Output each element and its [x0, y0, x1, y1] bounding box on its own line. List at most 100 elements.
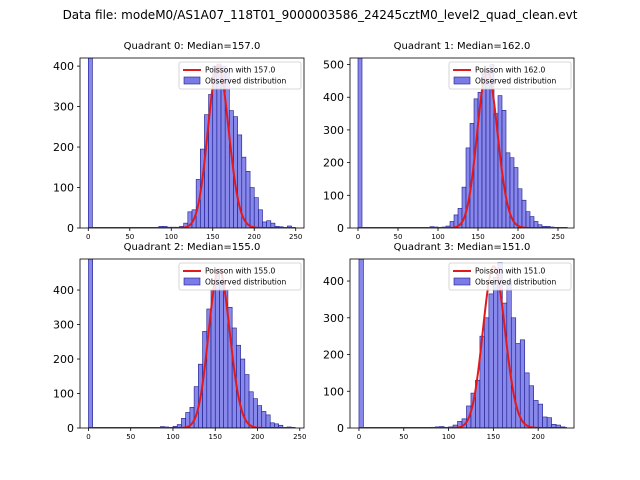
x-tick-label: 50	[399, 433, 408, 441]
x-tick-label: 50	[394, 233, 403, 241]
quadrant-1-marks	[357, 58, 568, 228]
histogram-bar	[529, 216, 535, 228]
x-tick-label: 0	[356, 233, 360, 241]
y-tick-label: 200	[53, 141, 74, 154]
poisson-curve	[88, 65, 296, 228]
y-tick-label: 100	[53, 182, 74, 195]
y-tick-label: 100	[53, 388, 74, 401]
histogram-bar	[493, 277, 499, 428]
x-tick-label: 150	[471, 233, 484, 241]
x-tick-label: 50	[125, 233, 134, 241]
histogram-bar	[266, 220, 272, 228]
histogram-bar	[253, 197, 259, 228]
legend-bar-swatch	[183, 277, 201, 286]
legend-bar-swatch	[453, 76, 471, 85]
histogram-bar	[224, 69, 230, 228]
x-tick-label: 250	[289, 233, 302, 241]
histogram-bar	[510, 317, 517, 428]
x-tick-label: 0	[357, 433, 361, 441]
y-tick-label: 100	[323, 189, 344, 202]
x-tick-label: 100	[166, 433, 179, 441]
x-tick-label: 0	[86, 233, 90, 241]
y-tick-label: 200	[323, 349, 344, 362]
x-tick-label: 200	[511, 233, 524, 241]
y-tick-label: 400	[323, 91, 344, 104]
x-tick-label: 100	[431, 233, 444, 241]
quadrant-1-plot: Quadrant 1: Median=162.0 0 50 100 150 200 250 0…	[323, 41, 575, 241]
y-tick-label: 300	[53, 101, 74, 114]
histogram-bar	[87, 58, 93, 228]
histogram-bar	[484, 317, 490, 428]
legend-box	[178, 262, 302, 291]
legend: Poisson with 162.0 Observed distribution	[448, 61, 572, 90]
histogram-bar	[257, 405, 263, 428]
histogram-bar	[261, 411, 267, 428]
y-tick-label: 400	[53, 60, 74, 73]
y-tick-label: 0	[67, 222, 74, 235]
legend-box	[448, 262, 572, 291]
y-tick-label: 400	[323, 275, 344, 288]
legend: Poisson with 151.0 Observed distribution	[448, 262, 572, 291]
x-tick-label: 150	[206, 233, 219, 241]
y-tick-label: 300	[323, 124, 344, 137]
x-tick-label: 250	[551, 233, 564, 241]
histogram-bar	[357, 58, 363, 228]
histogram-bar	[245, 171, 251, 228]
legend-label-poisson: Poisson with 155.0	[205, 267, 275, 276]
histogram-bar	[248, 391, 254, 428]
quadrant-3-plot: Quadrant 3: Median=151.0 0 50 100 150 200 0 100…	[323, 242, 575, 441]
quadrant-0-title: Quadrant 0: Median=157.0	[124, 41, 261, 52]
histogram-bar	[517, 188, 523, 228]
histogram-bar	[528, 385, 534, 428]
legend-bar-swatch	[453, 277, 471, 286]
quadrant-2-plot: Quadrant 2: Median=155.0 0 50 100 150 200 250 0…	[53, 242, 306, 441]
histogram-bar	[265, 414, 271, 428]
histogram-bar	[521, 199, 527, 228]
x-tick-label: 200	[248, 233, 261, 241]
axes-frame	[349, 57, 575, 229]
histogram-bar	[525, 211, 531, 228]
axes-frame	[79, 57, 305, 229]
poisson-curve	[358, 265, 567, 428]
histogram-bar	[542, 416, 548, 428]
histogram-bar	[533, 400, 539, 428]
histogram-bar	[287, 225, 292, 228]
histogram-bar	[465, 147, 471, 228]
histogram-bar	[519, 339, 526, 428]
legend-label-observed: Observed distribution	[475, 77, 556, 86]
quadrant-1-title: Quadrant 1: Median=162.0	[394, 41, 531, 52]
histogram-bar	[546, 417, 552, 428]
legend-label-observed: Observed distribution	[475, 278, 556, 287]
histogram-bar	[537, 403, 543, 428]
legend-label-observed: Observed distribution	[205, 278, 286, 287]
y-tick-label: 0	[337, 422, 344, 435]
y-tick-label: 300	[53, 319, 74, 332]
legend-bar-swatch	[183, 76, 201, 85]
histogram-bar	[214, 269, 220, 428]
x-tick-label: 150	[487, 433, 500, 441]
legend-label-poisson: Poisson with 157.0	[205, 66, 275, 75]
x-tick-label: 200	[531, 433, 544, 441]
x-tick-label: 0	[86, 433, 90, 441]
histogram-bar	[358, 259, 364, 428]
quadrant-2-marks	[88, 259, 296, 428]
histogram-bar	[524, 372, 530, 428]
histogram-bar	[488, 293, 494, 428]
quadrant-2-title: Quadrant 2: Median=155.0	[124, 242, 261, 253]
axes-frame	[79, 258, 305, 429]
histogram-bar	[485, 74, 491, 228]
y-tick-label: 0	[67, 422, 74, 435]
histogram-bar	[249, 187, 255, 228]
y-tick-label: 300	[323, 312, 344, 325]
y-tick-label: 200	[53, 353, 74, 366]
y-tick-label: 100	[323, 385, 344, 398]
x-tick-label: 100	[165, 233, 178, 241]
x-tick-label: 50	[126, 433, 135, 441]
legend: Poisson with 157.0 Observed distribution	[178, 61, 302, 90]
x-tick-label: 200	[251, 433, 264, 441]
histogram-bar	[505, 152, 511, 228]
legend-label-observed: Observed distribution	[205, 77, 286, 86]
poisson-curve	[88, 268, 296, 428]
x-tick-label: 100	[442, 433, 455, 441]
